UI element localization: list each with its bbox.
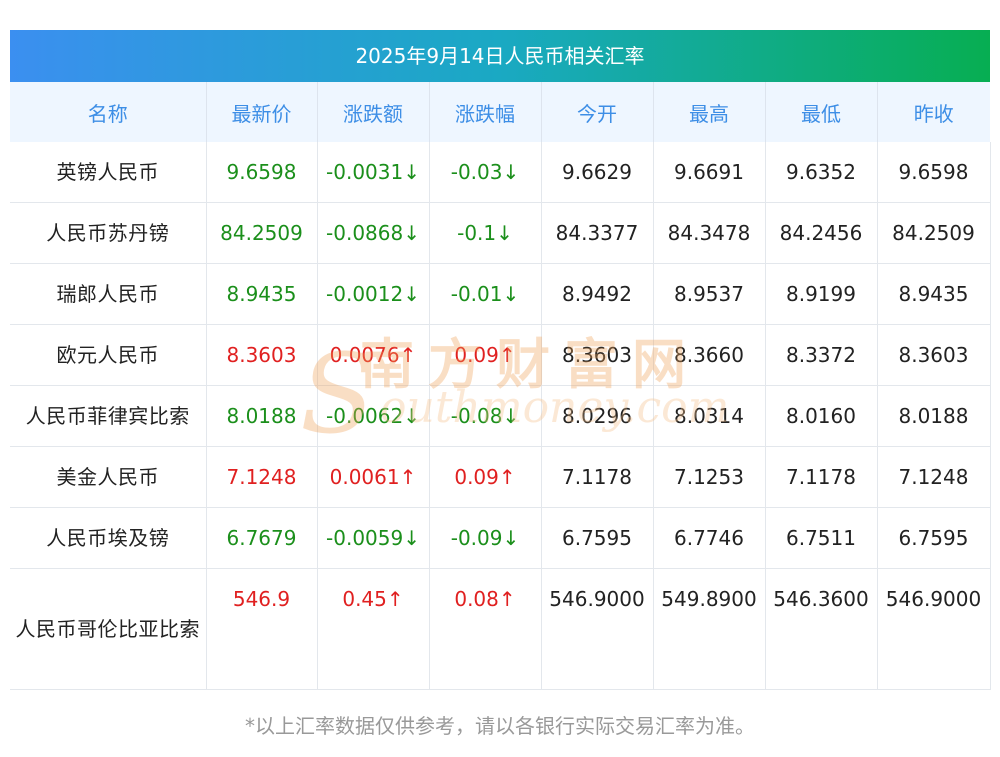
cell-prev-close: 7.1248	[877, 446, 991, 508]
cell-low: 8.3372	[765, 324, 878, 386]
cell-open: 7.1178	[541, 446, 654, 508]
table-row: 人民币哥伦比亚比索 546.9 0.45↑ 0.08↑ 546.9000 549.8900…	[10, 568, 991, 690]
column-header-low: 最低	[765, 82, 878, 142]
cell-name: 人民币菲律宾比索	[10, 385, 207, 447]
cell-low: 9.6352	[765, 142, 878, 203]
column-header-open: 今开	[541, 82, 654, 142]
cell-high: 8.0314	[653, 385, 766, 447]
cell-change-pct: 0.09↑	[429, 446, 542, 508]
cell-latest: 8.0188	[206, 385, 318, 447]
cell-low: 6.7511	[765, 507, 878, 569]
cell-name: 人民币苏丹镑	[10, 202, 207, 264]
column-header-change-pct: 涨跌幅	[429, 82, 542, 142]
cell-change: -0.0062↓	[317, 385, 430, 447]
cell-prev-close: 8.9435	[877, 263, 991, 325]
cell-latest: 8.9435	[206, 263, 318, 325]
cell-change: -0.0868↓	[317, 202, 430, 264]
column-header-high: 最高	[653, 82, 766, 142]
cell-low: 84.2456	[765, 202, 878, 264]
cell-change-pct: -0.08↓	[429, 385, 542, 447]
cell-high: 8.9537	[653, 263, 766, 325]
cell-latest: 9.6598	[206, 142, 318, 203]
cell-latest: 8.3603	[206, 324, 318, 386]
cell-high: 6.7746	[653, 507, 766, 569]
cell-prev-close: 6.7595	[877, 507, 991, 569]
page-title: 2025年9月14日人民币相关汇率	[10, 30, 990, 82]
cell-open: 6.7595	[541, 507, 654, 569]
cell-name: 欧元人民币	[10, 324, 207, 386]
table-row: 美金人民币 7.1248 0.0061↑ 0.09↑ 7.1178 7.1253 7.117…	[10, 446, 991, 508]
column-header-prev-close: 昨收	[877, 82, 990, 142]
exchange-rate-table: 名称 最新价 涨跌额 涨跌幅 今开 最高 最低 昨收 英镑人民币 9.6598 -0…	[10, 82, 991, 690]
cell-prev-close: 84.2509	[877, 202, 991, 264]
cell-change-pct: -0.03↓	[429, 142, 542, 203]
table-row: 欧元人民币 8.3603 0.0076↑ 0.09↑ 8.3603 8.3660 8.337…	[10, 324, 991, 386]
cell-change-pct: -0.09↓	[429, 507, 542, 569]
cell-change-pct: 0.09↑	[429, 324, 542, 386]
cell-latest: 6.7679	[206, 507, 318, 569]
cell-name: 美金人民币	[10, 446, 207, 508]
cell-prev-close: 8.0188	[877, 385, 991, 447]
cell-high: 7.1253	[653, 446, 766, 508]
table-row: 英镑人民币 9.6598 -0.0031↓ -0.03↓ 9.6629 9.6691 9.6…	[10, 142, 991, 203]
disclaimer-note: *以上汇率数据仅供参考，请以各银行实际交易汇率为准。	[245, 714, 755, 738]
cell-prev-close: 9.6598	[877, 142, 991, 203]
cell-high: 84.3478	[653, 202, 766, 264]
cell-high: 9.6691	[653, 142, 766, 203]
cell-low: 546.3600	[765, 568, 878, 690]
cell-change: 0.0061↑	[317, 446, 430, 508]
cell-open: 8.3603	[541, 324, 654, 386]
cell-change-pct: -0.01↓	[429, 263, 542, 325]
cell-open: 84.3377	[541, 202, 654, 264]
cell-open: 8.0296	[541, 385, 654, 447]
table-row: 人民币苏丹镑 84.2509 -0.0868↓ -0.1↓ 84.3377 84.3478…	[10, 202, 991, 264]
cell-change-pct: 0.08↑	[429, 568, 542, 690]
cell-prev-close: 8.3603	[877, 324, 991, 386]
cell-low: 8.0160	[765, 385, 878, 447]
column-header-name: 名称	[10, 82, 207, 142]
column-header-change: 涨跌额	[317, 82, 430, 142]
cell-change: -0.0012↓	[317, 263, 430, 325]
table-row: 人民币菲律宾比索 8.0188 -0.0062↓ -0.08↓ 8.0296 8.0314…	[10, 385, 991, 447]
cell-low: 7.1178	[765, 446, 878, 508]
column-header-latest: 最新价	[206, 82, 318, 142]
cell-change: -0.0031↓	[317, 142, 430, 203]
cell-prev-close: 546.9000	[877, 568, 991, 690]
cell-latest: 84.2509	[206, 202, 318, 264]
cell-change: 0.0076↑	[317, 324, 430, 386]
cell-high: 8.3660	[653, 324, 766, 386]
cell-open: 9.6629	[541, 142, 654, 203]
table-header-row: 名称 最新价 涨跌额 涨跌幅 今开 最高 最低 昨收	[10, 82, 990, 142]
cell-name: 人民币哥伦比亚比索	[10, 568, 207, 690]
cell-change: 0.45↑	[317, 568, 430, 690]
cell-open: 8.9492	[541, 263, 654, 325]
cell-name: 英镑人民币	[10, 142, 207, 203]
table-row: 瑞郎人民币 8.9435 -0.0012↓ -0.01↓ 8.9492 8.9537 8.9…	[10, 263, 991, 325]
cell-high: 549.8900	[653, 568, 766, 690]
cell-latest: 7.1248	[206, 446, 318, 508]
cell-open: 546.9000	[541, 568, 654, 690]
cell-name: 人民币埃及镑	[10, 507, 207, 569]
cell-low: 8.9199	[765, 263, 878, 325]
cell-change-pct: -0.1↓	[429, 202, 542, 264]
table-row: 人民币埃及镑 6.7679 -0.0059↓ -0.09↓ 6.7595 6.7746 6.…	[10, 507, 991, 569]
cell-change: -0.0059↓	[317, 507, 430, 569]
cell-name: 瑞郎人民币	[10, 263, 207, 325]
cell-latest: 546.9	[206, 568, 318, 690]
